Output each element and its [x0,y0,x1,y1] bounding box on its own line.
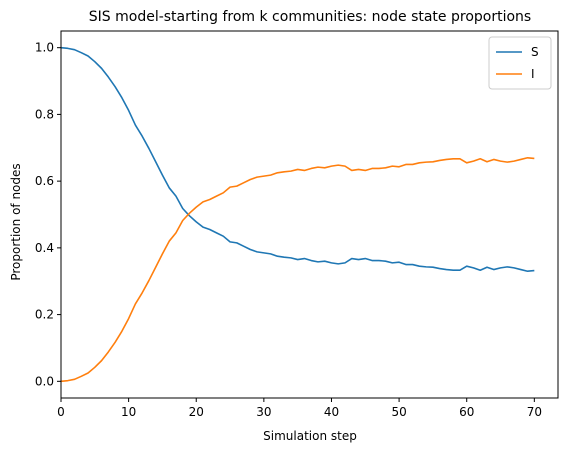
legend: SI [488,36,552,90]
x-tick-label: 0 [57,405,65,419]
y-tick-label: 0.0 [35,374,54,388]
legend-label-i: I [531,67,535,81]
series-line-i [60,156,535,383]
y-tick-label: 0.8 [35,107,54,121]
x-tick-label: 30 [256,405,271,419]
x-tick-label: 10 [121,405,136,419]
plot-frame [60,30,559,399]
y-tick-label: 0.6 [35,174,54,188]
x-tick-label: 20 [189,405,204,419]
y-tick-label: 0.2 [35,308,54,322]
x-tick-label: 40 [324,405,339,419]
series-line-s [60,46,535,273]
chart-title: SIS model-starting from k communities: n… [89,9,531,25]
legend-label-s: S [531,45,539,59]
x-tick-label: 50 [391,405,406,419]
legend-box [488,36,552,90]
y-tick-label: 0.4 [35,241,54,255]
y-tick-label: 1.0 [35,41,54,55]
x-tick-label: 60 [459,405,474,419]
y-axis-label: Proportion of nodes [9,163,23,280]
x-tick-label: 70 [527,405,542,419]
plot-area [60,46,535,383]
x-axis-label: Simulation step [263,429,357,443]
axis-ticks: 0 10 20 30 40 50 60 70 0.0 0.2 0.4 0.6 0.8 1.0 [35,41,542,419]
